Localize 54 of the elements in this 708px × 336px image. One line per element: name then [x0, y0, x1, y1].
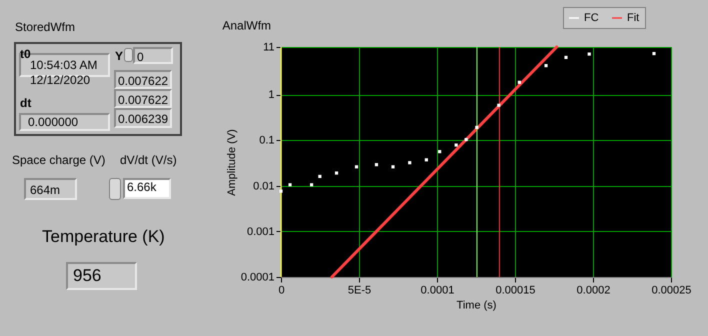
point	[454, 143, 458, 147]
x-axis-title: Time (s)	[456, 300, 496, 312]
point	[464, 138, 468, 142]
text: 0.007622	[118, 93, 168, 107]
point	[334, 171, 338, 175]
point	[652, 52, 656, 56]
y-tick-label: 0.001	[246, 226, 274, 238]
point	[310, 183, 314, 186]
y-axis-title: Amplitude (V)	[226, 129, 238, 196]
point	[354, 165, 358, 168]
text: 10:54:03 AM	[30, 58, 98, 72]
x-tick-label: 0.00025	[652, 284, 692, 296]
point	[279, 190, 283, 193]
text: 12/12/2020	[30, 73, 90, 87]
text: Y	[115, 49, 124, 63]
text: StoredWfm	[15, 20, 76, 34]
text: 0.007622	[118, 74, 168, 88]
text: dt	[20, 96, 32, 110]
x-tick-label: 0.0002	[576, 284, 610, 296]
y-tick-label: 1	[268, 89, 274, 102]
point	[374, 163, 378, 166]
point	[475, 126, 478, 129]
point	[318, 174, 322, 178]
x-tick-label: 0.0001	[420, 284, 454, 296]
point	[438, 150, 442, 154]
point	[588, 52, 591, 56]
y-tick-label: 0.0001	[240, 272, 274, 284]
x-tick-label: 5E-5	[348, 284, 372, 296]
y-tick-label: 0.01	[253, 180, 274, 192]
text: 0.000000	[28, 115, 78, 129]
point	[424, 158, 428, 162]
chart-title: AnalWfm	[222, 18, 272, 32]
text: 0.006239	[118, 112, 168, 126]
text: Space charge (V)	[12, 153, 106, 167]
point	[288, 183, 292, 186]
x-tick-label: 0.00015	[496, 284, 536, 296]
y-tick-label: 0.1	[259, 134, 274, 147]
point	[544, 64, 548, 68]
point	[408, 161, 412, 164]
text: dV/dt (V/s)	[120, 153, 177, 167]
text: 956	[73, 266, 102, 286]
legend-label: Fit	[627, 12, 640, 24]
point	[518, 80, 521, 84]
x-tick-label: 0	[278, 284, 285, 296]
text: t0	[20, 47, 31, 61]
point	[497, 104, 500, 107]
text: 664m	[30, 183, 60, 197]
point	[391, 165, 395, 168]
point	[564, 56, 568, 60]
text: Temperature (K)	[42, 227, 165, 247]
text: 0	[137, 50, 144, 64]
text: 6.66k	[127, 180, 156, 194]
legend-label: FC	[584, 12, 599, 24]
y-tick-label: 11	[263, 42, 274, 54]
